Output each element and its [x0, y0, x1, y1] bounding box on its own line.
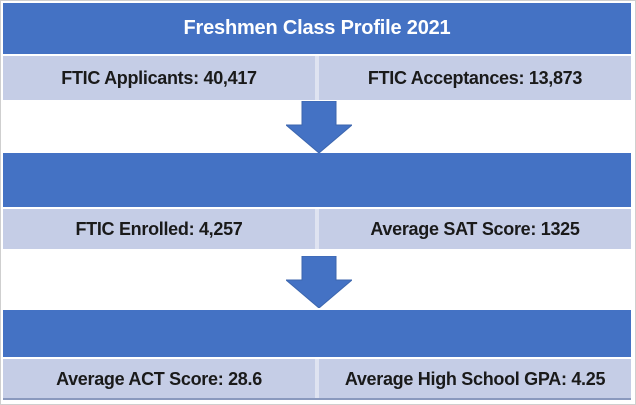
cell-divider [315, 359, 319, 399]
stats-row-act-gpa: Average ACT Score: 28.6 Average High Sch… [3, 359, 631, 399]
stat-ftic-enrolled: FTIC Enrolled: 4,257 [75, 218, 243, 239]
stat-ftic-applicants: FTIC Applicants: 40,417 [61, 67, 257, 88]
stat-average-gpa: Average High School GPA: 4.25 [344, 368, 606, 389]
down-arrow-icon [286, 256, 352, 308]
title-band: Freshmen Class Profile 2021 [3, 3, 631, 54]
stats-row-enrolled-sat: FTIC Enrolled: 4,257 Average SAT Score: … [3, 209, 631, 249]
page-title: Freshmen Class Profile 2021 [183, 17, 451, 39]
stats-row-applicants-acceptances: FTIC Applicants: 40,417 FTIC Acceptances… [3, 56, 631, 100]
stat-average-act: Average ACT Score: 28.6 [56, 368, 262, 389]
stat-ftic-acceptances: FTIC Acceptances: 13,873 [367, 67, 583, 88]
spacer-band-blue-2 [3, 153, 631, 207]
spacer-band-blue-3 [3, 310, 631, 357]
bottom-rule [3, 398, 631, 400]
down-arrow-icon [286, 101, 352, 153]
stat-average-sat: Average SAT Score: 1325 [370, 218, 580, 239]
cell-divider [315, 209, 319, 249]
cell-divider [315, 56, 319, 100]
